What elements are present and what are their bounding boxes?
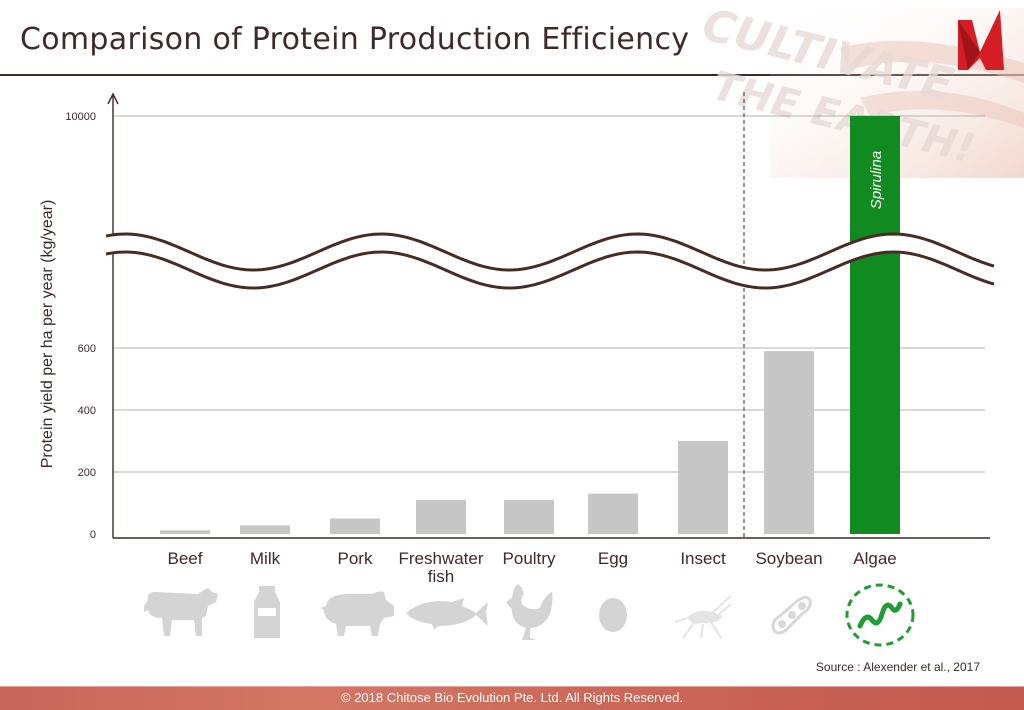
bar xyxy=(504,499,554,534)
egg-icon xyxy=(599,598,627,632)
x-tick-label: Milk xyxy=(250,549,281,568)
bar-highlight-label: Spirulina xyxy=(868,151,885,209)
spirulina-icon xyxy=(845,583,915,647)
bar xyxy=(160,530,210,534)
bar xyxy=(330,518,380,534)
rooster-icon xyxy=(506,584,553,640)
soybean-icon xyxy=(771,595,812,635)
y-tick-label: 200 xyxy=(78,467,96,479)
bar xyxy=(240,525,290,534)
bars xyxy=(160,116,900,534)
x-tick-label: Egg xyxy=(598,549,628,568)
y-axis-label: Protein yield per ha per year (kg/year) xyxy=(39,200,56,469)
x-tick-label: Algae xyxy=(853,549,896,568)
bar xyxy=(764,351,814,534)
title-rule xyxy=(0,74,1024,76)
gridlines xyxy=(113,115,985,473)
y-tick-label: 400 xyxy=(78,405,96,417)
labels: 0 200 400 600 10000 Spirulina Beef Milk Pork Fres… xyxy=(39,111,897,586)
bar xyxy=(678,441,728,534)
axes xyxy=(107,92,990,539)
axis-break-line xyxy=(105,232,995,272)
x-tick-label: Beef xyxy=(168,549,203,568)
cow-icon xyxy=(144,588,218,636)
x-tick-label: Poultry xyxy=(503,549,556,568)
bar xyxy=(588,493,638,534)
source-citation: Source : Alexender et al., 2017 xyxy=(815,660,980,674)
x-tick-label: Insect xyxy=(680,549,726,568)
copyright-text: © 2018 Chitose Bio Evolution Pte. Ltd. A… xyxy=(341,690,683,705)
y-tick-label: 0 xyxy=(90,529,96,541)
fish-icon xyxy=(406,598,488,630)
axis-break-line xyxy=(105,250,995,290)
category-icons xyxy=(0,580,1024,650)
x-tick-label: fish xyxy=(428,567,454,586)
footer-bar: © 2018 Chitose Bio Evolution Pte. Ltd. A… xyxy=(0,686,1024,710)
bar-highlight xyxy=(850,116,900,534)
axis-break xyxy=(105,232,995,290)
y-axis-arrow xyxy=(107,92,119,105)
pig-icon xyxy=(320,591,394,636)
y-tick-label: 600 xyxy=(78,343,96,355)
y-tick-label: 10000 xyxy=(65,111,96,123)
x-tick-label: Pork xyxy=(338,549,373,568)
cricket-icon xyxy=(674,595,732,639)
bar xyxy=(416,499,466,534)
milk-carton-icon xyxy=(254,586,280,638)
x-tick-label: Soybean xyxy=(755,549,822,568)
page-title: Comparison of Protein Production Efficie… xyxy=(20,22,690,57)
company-logo xyxy=(958,10,1004,70)
x-tick-label: Freshwater xyxy=(398,549,483,568)
